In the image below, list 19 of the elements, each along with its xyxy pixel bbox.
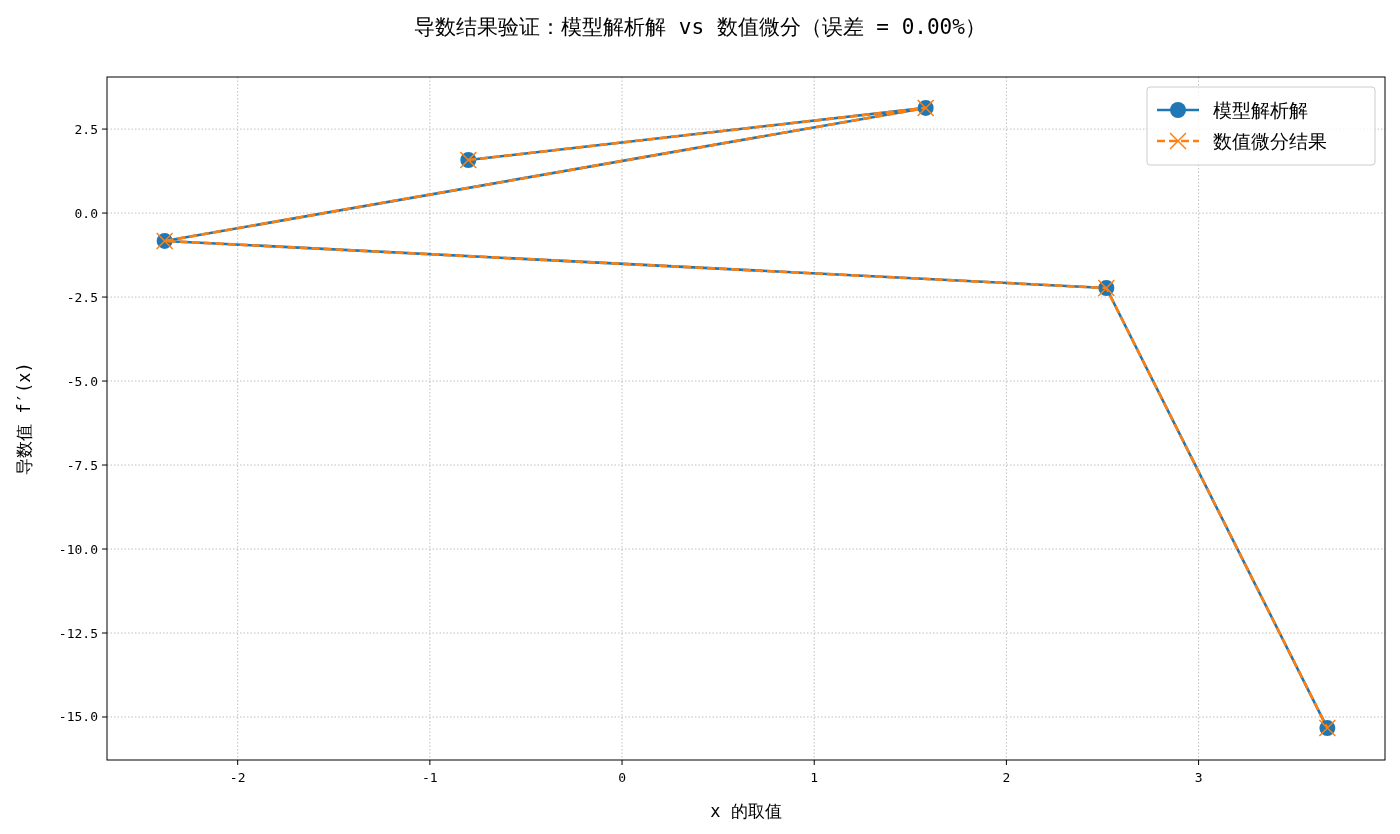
x-tick-label: 0 — [618, 770, 626, 785]
legend-label: 数值微分结果 — [1213, 130, 1327, 152]
y-tick-label: -15.0 — [58, 709, 98, 725]
y-tick-label: -2.5 — [66, 289, 98, 305]
x-tick-label: 2 — [1002, 770, 1011, 785]
legend-label: 模型解析解 — [1213, 99, 1308, 121]
y-tick-label: 2.5 — [74, 121, 98, 137]
x-tick-label: 1 — [810, 770, 819, 785]
chart-title: 导数结果验证：模型解析解 vs 数值微分（误差 = 0.00%） — [414, 15, 986, 39]
y-tick-label: -7.5 — [66, 457, 98, 473]
y-tick-label: 0.0 — [74, 205, 98, 221]
y-tick-label: -12.5 — [58, 625, 98, 641]
y-axis-title: 导数值 f′(x) — [14, 362, 34, 475]
y-tick-label: -10.0 — [58, 541, 98, 557]
x-tick-label: -1 — [422, 770, 438, 785]
y-tick-label: -5.0 — [66, 373, 98, 389]
x-axis-title: x 的取值 — [710, 801, 782, 821]
x-tick-label: -2 — [229, 770, 246, 785]
x-tick-label: 3 — [1194, 770, 1203, 785]
